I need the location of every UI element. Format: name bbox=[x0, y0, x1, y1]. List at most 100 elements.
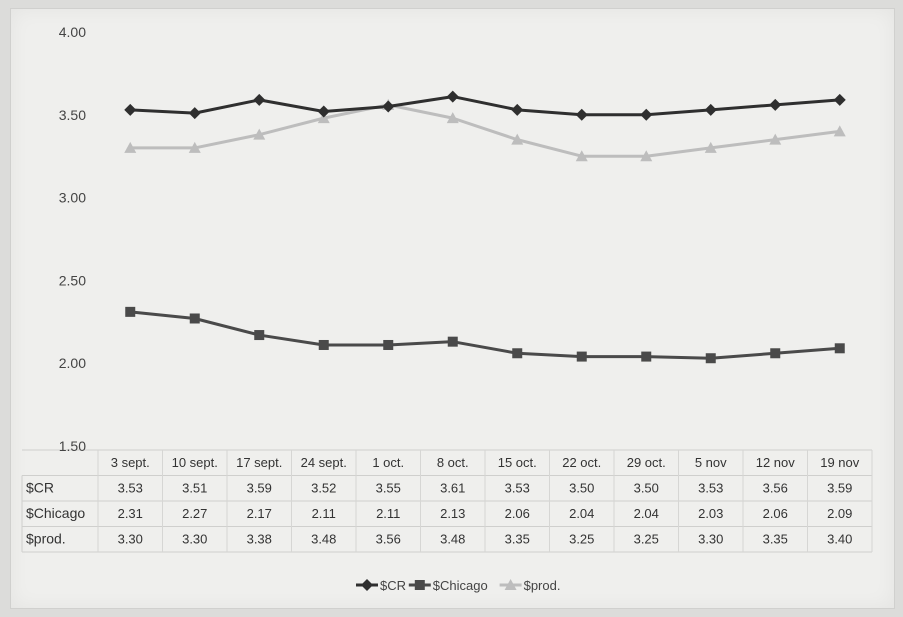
data-point bbox=[446, 90, 459, 103]
table-row-label: $Chicago bbox=[26, 505, 85, 521]
data-point bbox=[833, 125, 846, 137]
y-tick-label: 3.50 bbox=[59, 107, 86, 123]
x-category-label: 3 sept. bbox=[111, 455, 150, 470]
x-category-label: 8 oct. bbox=[437, 455, 469, 470]
legend-label: $Chicago bbox=[433, 578, 488, 593]
x-category-label: 1 oct. bbox=[372, 455, 404, 470]
y-tick-label: 4.00 bbox=[59, 24, 86, 40]
table-cell: 2.06 bbox=[505, 506, 530, 521]
table-cell: 2.17 bbox=[247, 506, 272, 521]
y-tick-label: 3.00 bbox=[59, 190, 86, 206]
x-category-label: 12 nov bbox=[756, 455, 796, 470]
y-axis-ticks: 4.00 3.50 3.00 2.50 2.00 1.50 bbox=[59, 24, 86, 454]
x-category-label: 10 sept. bbox=[172, 455, 218, 470]
table-cell: 3.48 bbox=[311, 532, 336, 547]
x-category-label: 24 sept. bbox=[301, 455, 347, 470]
y-tick-label: 2.00 bbox=[59, 355, 86, 371]
data-point bbox=[511, 133, 524, 145]
data-point bbox=[511, 103, 524, 116]
data-point bbox=[640, 108, 653, 121]
x-category-label: 15 oct. bbox=[498, 455, 537, 470]
table-cell: 2.11 bbox=[312, 506, 336, 521]
table-cell: 3.61 bbox=[440, 481, 465, 496]
table-cell: 3.25 bbox=[634, 532, 659, 547]
table-cell: 2.09 bbox=[827, 506, 852, 521]
data-point bbox=[705, 353, 716, 364]
data-point bbox=[641, 351, 652, 362]
table-cell: 3.30 bbox=[182, 532, 207, 547]
data-point bbox=[446, 112, 459, 124]
legend-marker bbox=[361, 579, 373, 591]
table-cell: 3.40 bbox=[827, 532, 852, 547]
data-point bbox=[188, 107, 201, 120]
x-category-label: 29 oct. bbox=[627, 455, 666, 470]
data-point bbox=[254, 330, 265, 341]
x-category-label: 22 oct. bbox=[562, 455, 601, 470]
table-cell: 3.48 bbox=[440, 532, 465, 547]
data-point bbox=[770, 348, 781, 359]
data-point bbox=[704, 103, 717, 116]
series-line bbox=[130, 310, 840, 360]
data-point bbox=[253, 128, 266, 140]
y-tick-label: 2.50 bbox=[59, 272, 86, 288]
table-cell: 3.52 bbox=[311, 481, 336, 496]
table-row-label: $CR bbox=[26, 480, 54, 496]
legend-marker bbox=[504, 579, 517, 590]
x-category-label: 5 nov bbox=[695, 455, 727, 470]
table-cell: 2.04 bbox=[634, 506, 659, 521]
data-point bbox=[512, 348, 523, 359]
table-cell: 2.06 bbox=[763, 506, 788, 521]
data-point bbox=[317, 105, 330, 118]
series-line bbox=[130, 95, 840, 117]
data-point bbox=[124, 141, 137, 153]
data-point bbox=[383, 339, 394, 350]
table-cell: 2.31 bbox=[118, 506, 143, 521]
data-point bbox=[253, 93, 266, 106]
series-markers bbox=[124, 90, 846, 364]
y-tick-label: 1.50 bbox=[59, 438, 86, 454]
data-point bbox=[447, 336, 458, 347]
legend-label: $CR bbox=[380, 578, 406, 593]
table-cell: 3.30 bbox=[118, 532, 143, 547]
table-cell: 3.25 bbox=[569, 532, 594, 547]
table-cell: 3.35 bbox=[763, 532, 788, 547]
data-point bbox=[834, 343, 845, 354]
x-category-label: 19 nov bbox=[820, 455, 860, 470]
table-cell: 3.30 bbox=[698, 532, 723, 547]
data-table-grid bbox=[21, 449, 873, 553]
data-point bbox=[769, 133, 782, 145]
table-cell: 3.35 bbox=[505, 532, 530, 547]
table-cell: 3.59 bbox=[247, 481, 272, 496]
table-cell: 2.03 bbox=[698, 506, 723, 521]
data-point bbox=[189, 313, 200, 324]
data-point bbox=[575, 108, 588, 121]
data-point bbox=[188, 141, 201, 153]
x-axis-categories: 3 sept. 10 sept. 17 sept. 24 sept. 1 oct. 8 o… bbox=[111, 455, 860, 470]
legend-marker bbox=[414, 580, 425, 590]
data-point bbox=[382, 100, 395, 113]
x-category-label: 17 sept. bbox=[236, 455, 282, 470]
table-cell: 3.53 bbox=[698, 481, 723, 496]
data-point bbox=[833, 93, 846, 106]
data-point bbox=[317, 112, 330, 124]
data-point bbox=[125, 306, 136, 317]
table-cell: 3.50 bbox=[634, 481, 659, 496]
table-cell: 3.56 bbox=[763, 481, 788, 496]
data-point bbox=[704, 141, 717, 153]
table-cell: 2.04 bbox=[569, 506, 594, 521]
data-point bbox=[640, 150, 653, 162]
legend: $CR $Chicago $prod. bbox=[356, 578, 560, 593]
data-point bbox=[769, 98, 782, 111]
table-cell: 2.11 bbox=[376, 506, 400, 521]
data-point bbox=[576, 351, 587, 362]
table-cell: 3.56 bbox=[376, 532, 401, 547]
table-cell: 3.51 bbox=[182, 481, 207, 496]
table-cell: 3.38 bbox=[247, 532, 272, 547]
series-lines bbox=[130, 95, 840, 360]
table-cell: 3.50 bbox=[569, 481, 594, 496]
data-point bbox=[124, 103, 137, 116]
table-cell: 3.55 bbox=[376, 481, 401, 496]
data-table: $CR 3.53 3.51 3.59 3.52 3.55 3.61 3.53 3.50 3.50 3… bbox=[26, 480, 852, 547]
table-cell: 3.53 bbox=[505, 481, 530, 496]
